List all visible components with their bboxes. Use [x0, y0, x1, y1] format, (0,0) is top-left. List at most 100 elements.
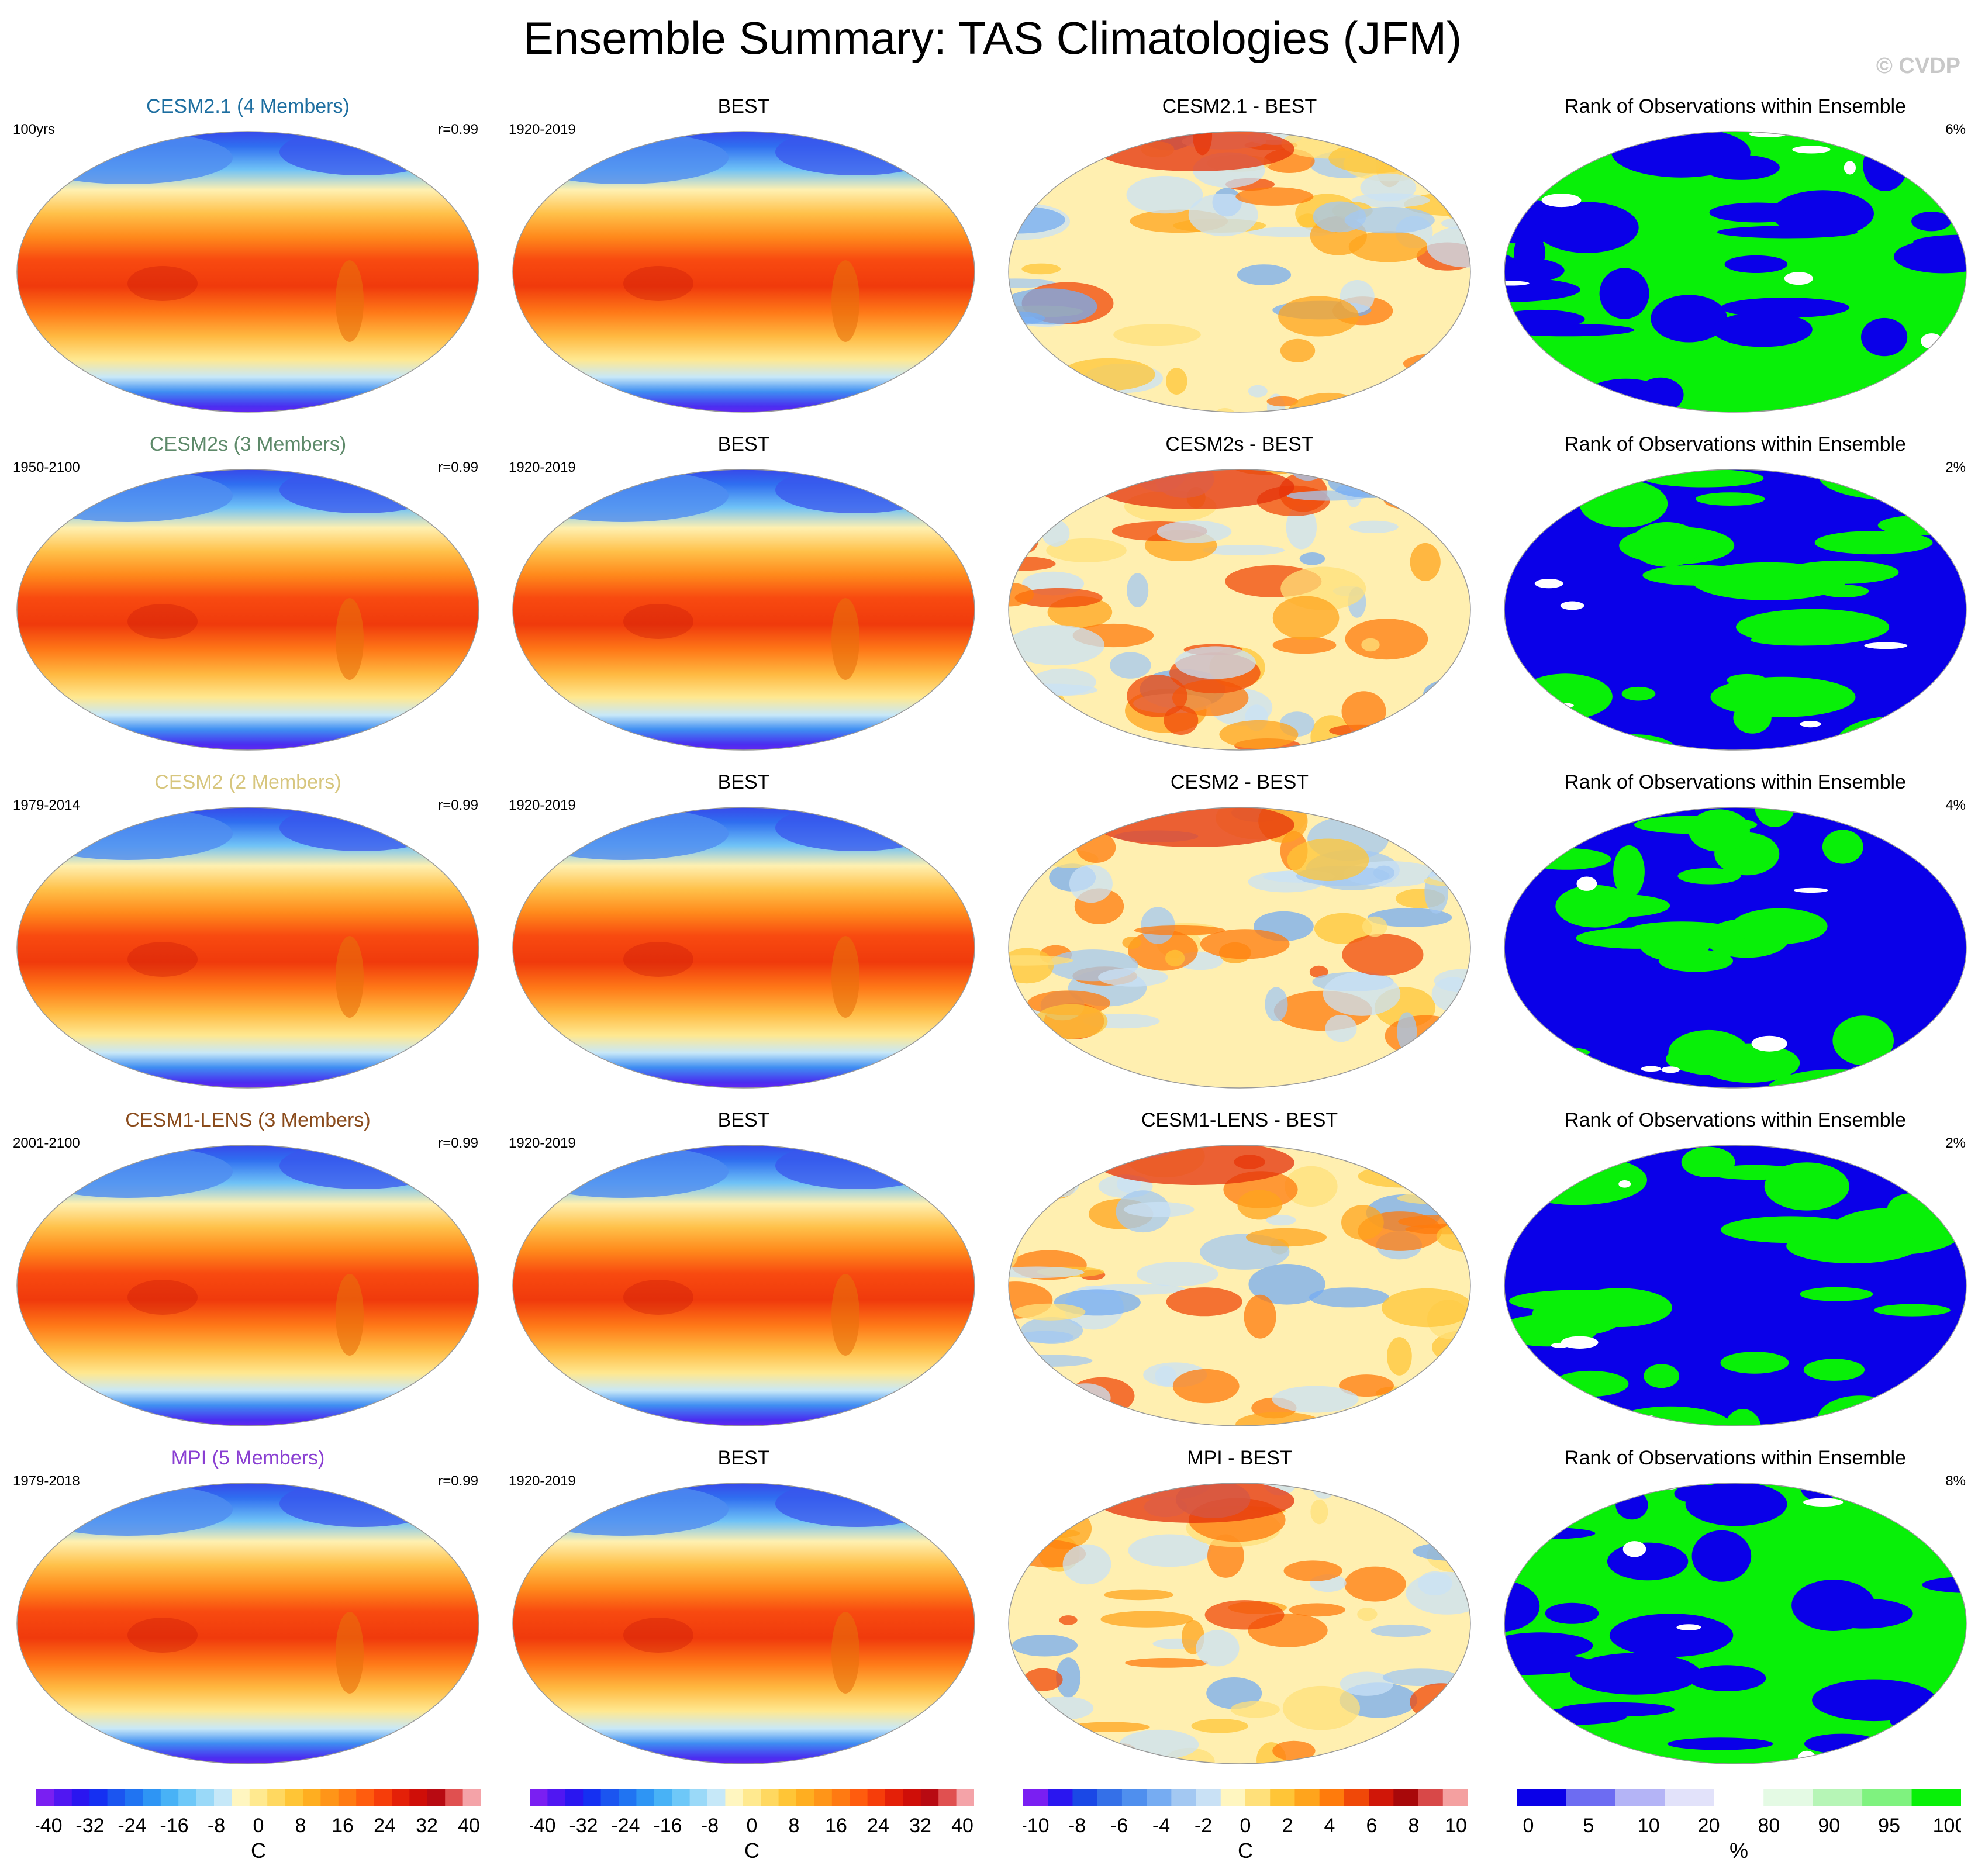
colorbar-swatch [565, 1789, 584, 1806]
correlation-label: r=0.99 [438, 797, 478, 813]
colorbar-swatch [1097, 1789, 1123, 1806]
period-label: 1920-2019 [509, 460, 576, 475]
colorbar-swatch [583, 1789, 602, 1806]
colorbar-unit-label: C [251, 1839, 266, 1863]
correlation-label: r=0.99 [438, 1135, 478, 1151]
colorbar-swatch [778, 1789, 797, 1806]
panel-title: BEST [717, 1109, 770, 1131]
colorbar-tick-label: -4 [1152, 1815, 1170, 1837]
rank-map [1504, 1145, 1967, 1426]
colorbar-swatch [1147, 1789, 1172, 1806]
colorbar-tick-label: 6 [1366, 1815, 1378, 1837]
period-label: 100yrs [13, 122, 56, 137]
colorbar-tick-label: -24 [611, 1815, 640, 1837]
colorbar-swatch [1171, 1789, 1197, 1806]
colorbar-tick-label: -32 [75, 1815, 104, 1837]
percent-label: 4% [1945, 797, 1966, 813]
colorbar-swatch [320, 1789, 339, 1806]
colorbar-swatch [903, 1789, 921, 1806]
colorbar-swatch [1270, 1789, 1295, 1806]
colorbar-tick-label: -16 [160, 1815, 188, 1837]
colorbar-swatch [1319, 1789, 1345, 1806]
colorbar-swatch [1442, 1789, 1468, 1806]
panel-title: CESM2s - BEST [1165, 433, 1314, 455]
colorbar-unit-label: C [1238, 1839, 1253, 1863]
colorbar-tick-label: 32 [909, 1815, 931, 1837]
period-label: 1950-2100 [13, 460, 80, 475]
colorbar-swatch [1862, 1789, 1912, 1806]
rank-map [1504, 807, 1967, 1089]
colorbar-swatch [1344, 1789, 1369, 1806]
colorbar-swatch [249, 1789, 268, 1806]
colorbar-swatch [796, 1789, 814, 1806]
colorbar-swatch [1245, 1789, 1271, 1806]
model-panel: CESM2.1 (4 Members) 100yrs r=0.99 [0, 88, 496, 426]
obs-panel: BEST 1920-2019 [496, 426, 992, 763]
colorbar-tick-label: -8 [208, 1815, 225, 1837]
colorbar-swatch [1813, 1789, 1863, 1806]
colorbar-swatch [392, 1789, 410, 1806]
colorbar-swatch [1121, 1789, 1147, 1806]
colorbar-swatch [956, 1789, 975, 1806]
colorbar-swatch [160, 1789, 179, 1806]
colorbar-tick-label: -40 [530, 1815, 556, 1837]
colorbar: 0 5 10 20 80 90 95 100% [1517, 1789, 1966, 1873]
diff-panel: CESM2.1 - BEST [992, 88, 1487, 426]
panel-title: CESM1-LENS - BEST [1141, 1109, 1338, 1131]
colorbar-tick-label: -40 [36, 1815, 63, 1837]
percent-label: 6% [1945, 122, 1966, 137]
colorbar-swatch [725, 1789, 744, 1806]
panel-title: BEST [717, 95, 770, 118]
diff-panel: CESM2s - BEST [992, 426, 1487, 763]
colorbar-tick-label: 8 [789, 1815, 800, 1837]
panel-title: BEST [717, 433, 770, 455]
colorbar-swatch [1418, 1789, 1444, 1806]
colorbar-tick-label: 40 [951, 1815, 973, 1837]
colorbar-swatch [71, 1789, 90, 1806]
correlation-label: r=0.99 [438, 1473, 478, 1489]
colorbar-swatch [214, 1789, 232, 1806]
colorbar-tick-label: 8 [1409, 1815, 1420, 1837]
panel-title: CESM2.1 - BEST [1162, 95, 1317, 118]
colorbar-tick-label: 40 [458, 1815, 480, 1837]
colorbar-swatch [178, 1789, 197, 1806]
percent-label: 2% [1945, 1135, 1966, 1151]
rank-panel: Rank of Observations within Ensemble 8% [1487, 1439, 1983, 1777]
obs-map [512, 131, 975, 413]
panel-title: CESM2 (2 Members) [154, 771, 341, 793]
rank-panel: Rank of Observations within Ensemble 6% [1487, 88, 1983, 426]
colorbar-swatch [374, 1789, 392, 1806]
colorbar-swatch [1911, 1789, 1962, 1806]
colorbar-swatch [1517, 1789, 1566, 1806]
panel-title: Rank of Observations within Ensemble [1565, 771, 1906, 793]
colorbar-tick-label: 5 [1583, 1815, 1594, 1837]
colorbar-swatch [303, 1789, 321, 1806]
colorbar-swatch [654, 1789, 672, 1806]
colorbar-swatch [600, 1789, 619, 1806]
panel-title: MPI - BEST [1187, 1447, 1292, 1469]
period-label: 1979-2018 [13, 1473, 80, 1489]
colorbar-tick-label: 2 [1282, 1815, 1293, 1837]
colorbar-tick-label: 10 [1638, 1815, 1660, 1837]
colorbar-swatch [636, 1789, 655, 1806]
period-label: 1920-2019 [509, 797, 576, 813]
period-label: 2001-2100 [13, 1135, 80, 1151]
colorbar-swatch [1196, 1789, 1221, 1806]
rank-panel: Rank of Observations within Ensemble 2% [1487, 426, 1983, 763]
colorbar-tick-label: 0 [253, 1815, 264, 1837]
model-panel: CESM2s (3 Members) 1950-2100 r=0.99 [0, 426, 496, 763]
colorbar-swatch [743, 1789, 761, 1806]
colorbar-swatch [107, 1789, 126, 1806]
cvdp-watermark: © CVDP [1876, 54, 1960, 78]
colorbar-swatch [814, 1789, 833, 1806]
colorbar-swatch [1048, 1789, 1073, 1806]
colorbar-swatch [338, 1789, 357, 1806]
colorbar-swatch [1023, 1789, 1048, 1806]
colorbar-tick-label: -16 [653, 1815, 682, 1837]
colorbar-tick-label: 0 [747, 1815, 758, 1837]
colorbar-tick-label: -2 [1195, 1815, 1212, 1837]
colorbar-swatch [761, 1789, 779, 1806]
colorbar-tick-label: 0 [1523, 1815, 1534, 1837]
diff-map [1008, 131, 1471, 413]
colorbar-swatch [938, 1789, 957, 1806]
